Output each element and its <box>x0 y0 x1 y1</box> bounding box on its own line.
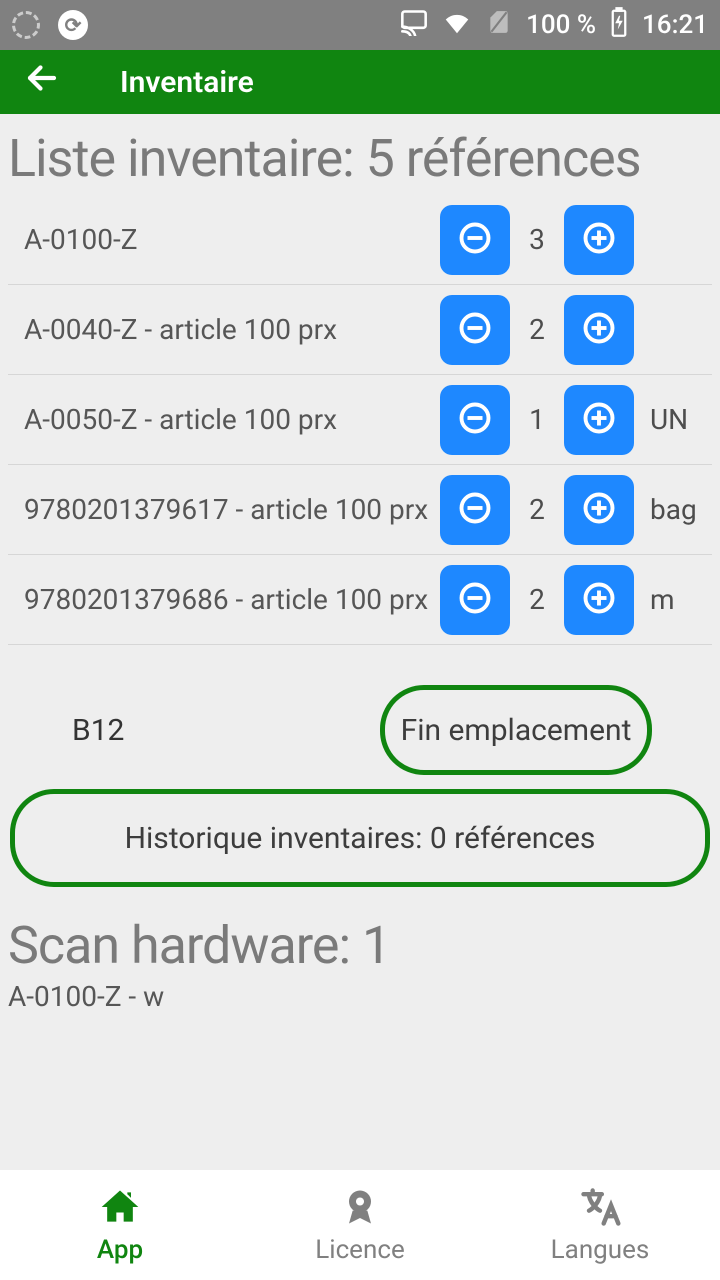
plus-icon <box>581 310 617 350</box>
battery-text: 100 % <box>526 10 596 40</box>
item-controls: 3 <box>440 205 698 275</box>
nav-app[interactable]: App <box>0 1170 240 1280</box>
bottom-nav: App Licence Langues <box>0 1170 720 1280</box>
minus-icon <box>457 220 493 260</box>
battery-icon <box>610 7 628 44</box>
history-label: Historique inventaires: 0 références <box>125 821 596 856</box>
plus-icon <box>581 220 617 260</box>
scan-title: Scan hardware: 1 <box>8 915 712 976</box>
plus-button[interactable] <box>564 385 634 455</box>
home-icon <box>98 1185 142 1229</box>
item-qty: 2 <box>522 583 552 616</box>
list-item: A-0050-Z - article 100 prx 1 UN <box>8 375 712 465</box>
item-label: A-0050-Z - article 100 prx <box>24 403 440 436</box>
wifi-icon <box>442 7 472 44</box>
item-label: 9780201379617 - article 100 prx <box>24 493 440 526</box>
nav-langues[interactable]: Langues <box>480 1170 720 1280</box>
minus-icon <box>457 580 493 620</box>
award-icon <box>338 1185 382 1229</box>
item-qty: 2 <box>522 313 552 346</box>
minus-icon <box>457 310 493 350</box>
app-bar: Inventaire <box>0 50 720 114</box>
status-time: 16:21 <box>642 10 708 40</box>
minus-button[interactable] <box>440 295 510 365</box>
minus-icon <box>457 490 493 530</box>
item-unit: m <box>650 583 698 616</box>
nav-licence[interactable]: Licence <box>240 1170 480 1280</box>
list-item: A-0100-Z 3 <box>8 195 712 285</box>
end-location-button[interactable]: Fin emplacement <box>380 685 652 775</box>
item-controls: 2 bag <box>440 475 698 545</box>
page-title: Inventaire <box>120 65 254 100</box>
spinner-icon <box>12 11 40 39</box>
minus-icon <box>457 400 493 440</box>
list-title: Liste inventaire: 5 références <box>8 128 712 189</box>
plus-button[interactable] <box>564 205 634 275</box>
item-unit: UN <box>650 403 698 436</box>
list-item: A-0040-Z - article 100 prx 2 <box>8 285 712 375</box>
minus-button[interactable] <box>440 385 510 455</box>
plus-icon <box>581 580 617 620</box>
list-item: 9780201379617 - article 100 prx 2 bag <box>8 465 712 555</box>
history-button[interactable]: Historique inventaires: 0 références <box>10 789 710 887</box>
status-left: ⟳ <box>12 10 88 40</box>
item-unit: bag <box>650 493 698 526</box>
item-controls: 1 UN <box>440 385 698 455</box>
location-section: B12 Fin emplacement <box>8 685 712 775</box>
item-qty: 3 <box>522 223 552 256</box>
translate-icon <box>578 1185 622 1229</box>
sim-icon <box>486 9 512 42</box>
list-item: 9780201379686 - article 100 prx2m <box>8 555 712 645</box>
item-controls: 2m <box>440 565 698 635</box>
nav-langues-label: Langues <box>551 1235 650 1265</box>
status-right: 100 % 16:21 <box>400 7 708 44</box>
plus-button[interactable] <box>564 565 634 635</box>
status-bar: ⟳ 100 % 16:21 <box>0 0 720 50</box>
item-label: A-0040-Z - article 100 prx <box>24 313 440 346</box>
back-icon[interactable] <box>24 60 60 105</box>
plus-button[interactable] <box>564 475 634 545</box>
nav-licence-label: Licence <box>315 1235 404 1265</box>
item-label: 9780201379686 - article 100 prx <box>24 583 440 616</box>
location-label: B12 <box>72 713 124 748</box>
minus-button[interactable] <box>440 205 510 275</box>
plus-icon <box>581 400 617 440</box>
minus-button[interactable] <box>440 565 510 635</box>
plus-icon <box>581 490 617 530</box>
end-location-label: Fin emplacement <box>401 713 632 748</box>
refresh-icon: ⟳ <box>58 10 88 40</box>
content: Liste inventaire: 5 références A-0100-Z 3… <box>0 114 720 1013</box>
item-controls: 2 <box>440 295 698 365</box>
item-qty: 1 <box>522 403 552 436</box>
scan-last: A-0100-Z - w <box>8 980 712 1013</box>
item-label: A-0100-Z <box>24 223 440 256</box>
item-qty: 2 <box>522 493 552 526</box>
cast-icon <box>400 8 428 43</box>
plus-button[interactable] <box>564 295 634 365</box>
nav-app-label: App <box>97 1235 143 1265</box>
minus-button[interactable] <box>440 475 510 545</box>
